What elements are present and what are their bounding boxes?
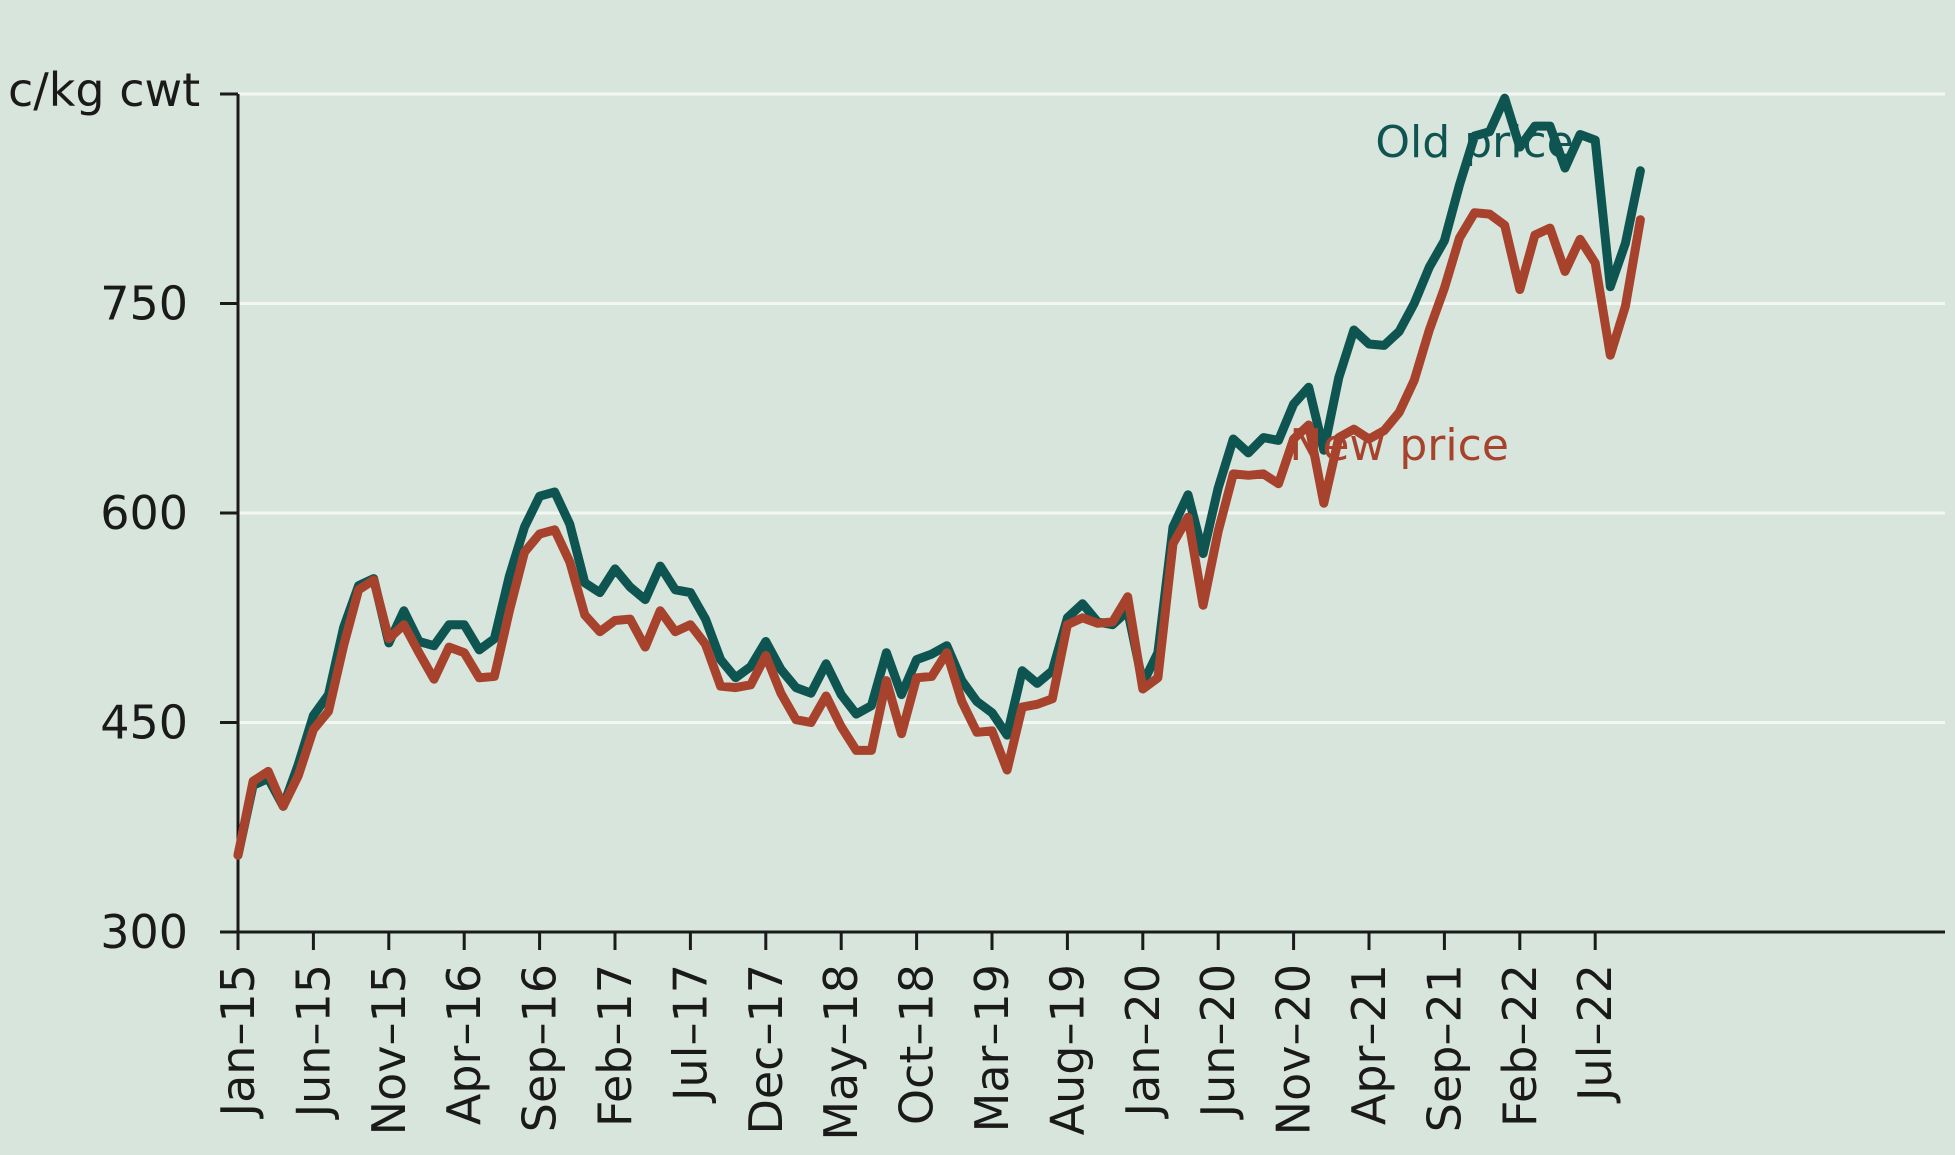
x-tick-label: Jun–15 xyxy=(286,964,340,1120)
x-tick-label: Mar–19 xyxy=(965,964,1019,1132)
gridlines xyxy=(238,92,1945,724)
x-axis-ticks: Jan–15 Jun–15 Nov–15 Apr–16 Sep–16 Feb–17 Jul–… xyxy=(211,932,1622,1141)
y-tick-label: 750 xyxy=(100,277,188,331)
x-tick-label: Jul–17 xyxy=(663,964,717,1104)
x-tick-label: Sep–16 xyxy=(513,964,567,1132)
x-tick-label: Jul–22 xyxy=(1568,964,1622,1104)
y-tick-label: 600 xyxy=(100,486,188,540)
series-line-new-price xyxy=(233,208,1645,860)
x-tick-label: Jan–15 xyxy=(211,964,265,1119)
y-axis-ticks: 300 450 600 750 xyxy=(100,92,238,959)
x-tick-label: Aug–19 xyxy=(1040,964,1094,1135)
x-tick-label: Feb–22 xyxy=(1493,964,1547,1127)
y-axis-unit-label: c/kg cwt xyxy=(8,63,200,117)
series-group xyxy=(233,93,1645,860)
x-tick-label: Sep–21 xyxy=(1417,964,1471,1132)
x-tick-label: Jun–20 xyxy=(1191,964,1245,1120)
x-tick-label: Dec–17 xyxy=(739,964,793,1135)
series-annotations: Old price New price xyxy=(1289,117,1573,471)
annotation-old-price: Old price xyxy=(1375,117,1573,168)
x-tick-label: Apr–21 xyxy=(1342,964,1396,1125)
x-tick-label: May–18 xyxy=(814,964,868,1141)
x-tick-label: Feb–17 xyxy=(588,964,642,1127)
annotation-new-price: New price xyxy=(1289,420,1508,471)
x-tick-label: Oct–18 xyxy=(890,964,944,1125)
x-tick-label: Nov–15 xyxy=(362,964,416,1135)
y-tick-label: 450 xyxy=(100,696,188,750)
x-tick-label: Jan–20 xyxy=(1116,964,1170,1119)
series-line-old-price xyxy=(233,93,1645,860)
x-tick-label: Apr–16 xyxy=(437,964,491,1125)
y-tick-label: 300 xyxy=(100,905,188,959)
x-tick-label: Nov–20 xyxy=(1267,964,1321,1135)
